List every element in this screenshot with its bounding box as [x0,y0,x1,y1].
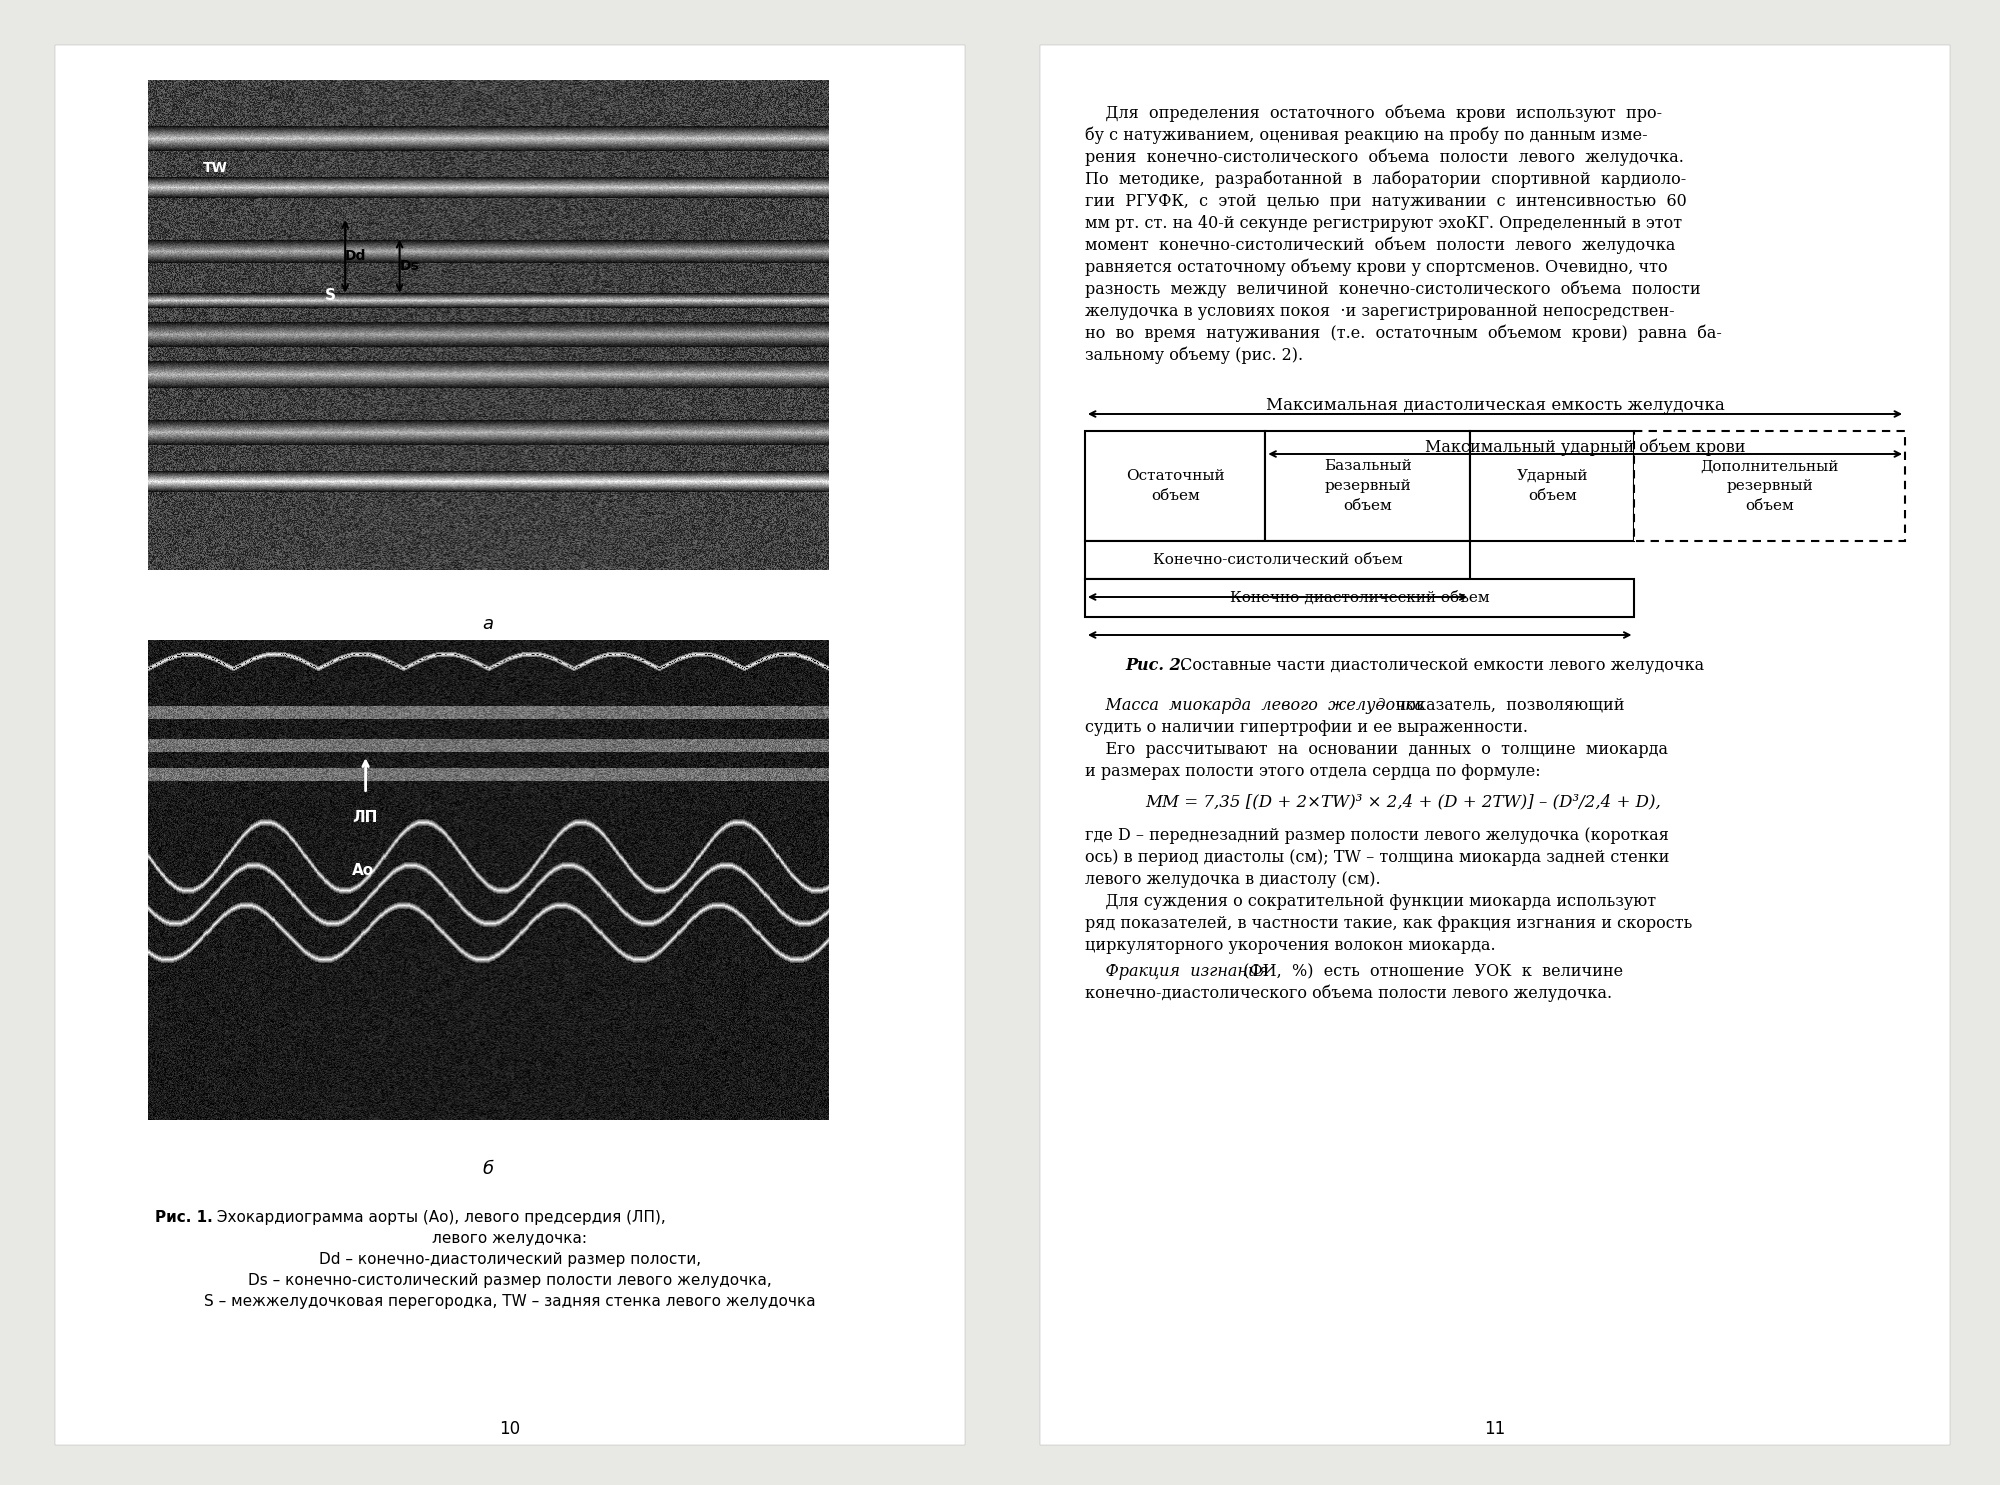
Text: левого желудочка в диастолу (см).: левого желудочка в диастолу (см). [1084,872,1380,888]
Text: гии  РГУФК,  с  этой  целью  при  натуживании  с  интенсивностью  60: гии РГУФК, с этой целью при натуживании … [1084,193,1686,209]
Bar [1470,431,1634,541]
Text: б: б [482,1160,494,1178]
Text: мм рт. ст. на 40-й секунде регистрируют эхоКГ. Определенный в этот: мм рт. ст. на 40-й секунде регистрируют … [1084,215,1682,232]
Text: Эхокардиограмма аорты (Ао), левого предсердия (ЛП),: Эхокардиограмма аорты (Ао), левого предс… [212,1210,666,1225]
Text: 11: 11 [1484,1420,1506,1437]
Text: Остаточный
объем: Остаточный объем [1126,469,1224,503]
Text: Ds: Ds [400,260,420,273]
Text: момент  конечно-систолический  объем  полости  левого  желудочка: момент конечно-систолический объем полос… [1084,238,1676,254]
Text: ось) в период диастолы (см); TW – толщина миокарда задней стенки: ось) в период диастолы (см); TW – толщин… [1084,849,1670,866]
Text: судить о наличии гипертрофии и ее выраженности.: судить о наличии гипертрофии и ее выраже… [1084,719,1528,737]
Text: Aо: Aо [352,863,374,878]
Text: равняется остаточному объему крови у спортсменов. Очевидно, что: равняется остаточному объему крови у спо… [1084,258,1668,276]
Text: левого желудочка:: левого желудочка: [432,1231,588,1246]
Text: ЛП: ЛП [352,811,378,826]
Text: Базальный
резервный
объем: Базальный резервный объем [1324,459,1412,512]
Text: Конечно-систолический объем: Конечно-систолический объем [1152,552,1402,567]
Text: По  методике,  разработанной  в  лаборатории  спортивной  кардиоло-: По методике, разработанной в лаборатории… [1084,171,1686,189]
Text: Для суждения о сократительной функции миокарда используют: Для суждения о сократительной функции ми… [1084,892,1656,910]
Text: Максимальная диастолическая емкость желудочка: Максимальная диастолическая емкость желу… [1266,396,1724,414]
Bar [1084,579,1634,616]
Text: (ФИ,  %)  есть  отношение  УОК  к  величине: (ФИ, %) есть отношение УОК к величине [1232,962,1624,980]
Text: и размерах полости этого отдела сердца по формуле:: и размерах полости этого отдела сердца п… [1084,763,1540,780]
Text: где D – переднезадний размер полости левого желудочка (короткая: где D – переднезадний размер полости лев… [1084,827,1668,843]
Text: 10: 10 [500,1420,520,1437]
Bar [1266,431,1470,541]
Text: Рис. 2.: Рис. 2. [1124,656,1186,674]
Text: Dd: Dd [346,249,366,263]
Text: Конечно-диастолический объем: Конечно-диастолический объем [1230,591,1490,604]
Bar [1040,45,1950,1445]
Text: Рис. 1.: Рис. 1. [156,1210,212,1225]
Bar [1634,431,1904,541]
Bar [56,45,964,1445]
Text: TW: TW [202,162,228,175]
Text: ряд показателей, в частности такие, как фракция изгнания и скорость: ряд показателей, в частности такие, как … [1084,915,1692,933]
Text: ММ = 7,35 [(D + 2×TW)³ × 2,4 + (D + 2TW)] – (D³/2,4 + D),: ММ = 7,35 [(D + 2×TW)³ × 2,4 + (D + 2TW)… [1144,793,1660,809]
Text: циркуляторного укорочения волокон миокарда.: циркуляторного укорочения волокон миокар… [1084,937,1496,953]
Text: Ds – конечно-систолический размер полости левого желудочка,: Ds – конечно-систолический размер полост… [248,1273,772,1287]
Text: Фракция  изгнания: Фракция изгнания [1084,962,1268,980]
Text: а: а [482,615,494,633]
Text: S: S [324,288,336,303]
Text: Максимальный ударный объем крови: Максимальный ударный объем крови [1424,440,1746,456]
Text: зальному объему (рис. 2).: зальному объему (рис. 2). [1084,347,1304,364]
Text: бу с натуживанием, оценивая реакцию на пробу по данным изме-: бу с натуживанием, оценивая реакцию на п… [1084,128,1648,144]
Text: разность  между  величиной  конечно-систолического  объема  полости: разность между величиной конечно-систоли… [1084,281,1700,298]
Bar [1084,431,1266,541]
Text: Его  рассчитывают  на  основании  данных  о  толщине  миокарда: Его рассчитывают на основании данных о т… [1084,741,1668,757]
Bar [1084,541,1470,579]
Text: S – межжелудочковая перегородка, TW – задняя стенка левого желудочка: S – межжелудочковая перегородка, TW – за… [204,1293,816,1308]
Text: желудочка в условиях покоя  ·и зарегистрированной непосредствен-: желудочка в условиях покоя ·и зарегистри… [1084,303,1674,319]
Text: конечно-диастолического объема полости левого желудочка.: конечно-диастолического объема полости л… [1084,985,1612,1002]
Text: Составные части диастолической емкости левого желудочка: Составные части диастолической емкости л… [1176,656,1704,674]
Text: –  показатель,  позволяющий: – показатель, позволяющий [1368,696,1624,714]
Text: рения  конечно-систолического  объема  полости  левого  желудочка.: рения конечно-систолического объема поло… [1084,148,1684,166]
Text: Для  определения  остаточного  объема  крови  используют  про-: Для определения остаточного объема крови… [1084,105,1662,122]
Text: но  во  время  натуживания  (т.е.  остаточным  объемом  крови)  равна  ба-: но во время натуживания (т.е. остаточным… [1084,325,1722,343]
Text: Дополнительный
резервный
объем: Дополнительный резервный объем [1700,459,1838,512]
Text: Ударный
объем: Ударный объем [1516,469,1588,503]
Text: Масса  миокарда  левого  желудочка: Масса миокарда левого желудочка [1084,696,1424,714]
Text: Dd – конечно-диастолический размер полости,: Dd – конечно-диастолический размер полос… [318,1252,702,1267]
